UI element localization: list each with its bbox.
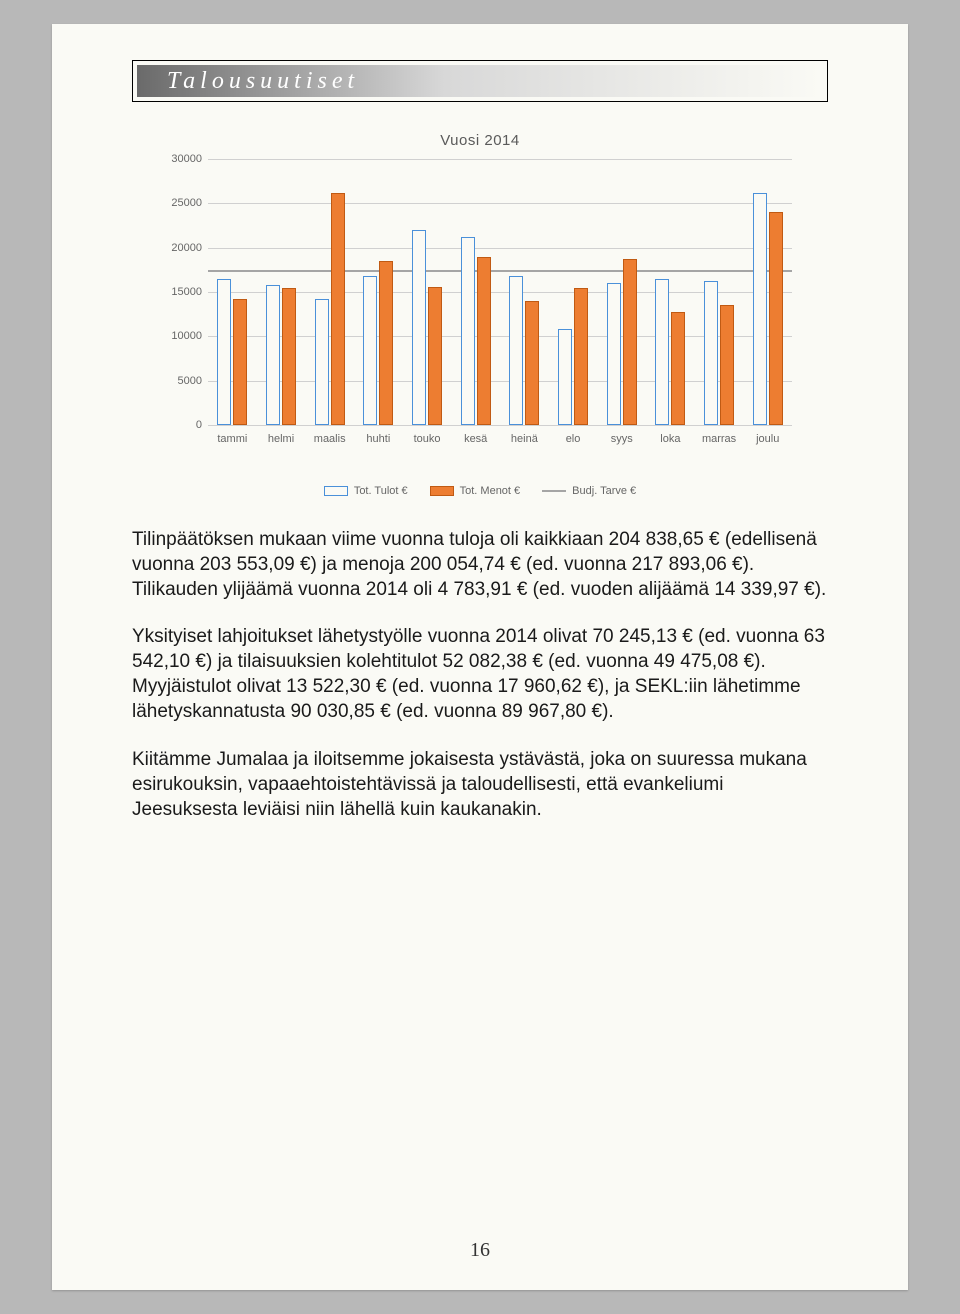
section-title: Talousuutiset (167, 68, 359, 95)
legend-label-budget: Budj. Tarve € (572, 485, 636, 497)
chart-x-tick-label: loka (646, 433, 695, 445)
legend-swatch-tulot (324, 486, 348, 496)
legend-swatch-menot (430, 486, 454, 496)
chart-bar-menot (525, 301, 539, 425)
chart-y-tick-label: 25000 (164, 197, 202, 209)
chart-title: Vuosi 2014 (160, 132, 800, 149)
chart-bar-menot (720, 305, 734, 425)
chart-bar-group: tammi (208, 159, 257, 425)
chart-bar-group: joulu (743, 159, 792, 425)
chart-bar-menot (574, 288, 588, 425)
chart-y-tick-label: 10000 (164, 330, 202, 342)
section-header-gradient: Talousuutiset (137, 65, 821, 97)
chart-x-tick-label: huhti (354, 433, 403, 445)
chart-legend: Tot. Tulot € Tot. Menot € Budj. Tarve € (160, 485, 800, 497)
chart-x-tick-label: marras (695, 433, 744, 445)
page-number: 16 (52, 1239, 908, 1262)
chart-x-tick-label: touko (403, 433, 452, 445)
chart-container: Vuosi 2014 0 5000 10000 15000 20000 25000 3000… (160, 132, 800, 497)
chart-bar-menot (671, 312, 685, 425)
chart-bar-tulot (412, 230, 426, 425)
chart-canvas: 0 5000 10000 15000 20000 25000 30000 tammihelmi… (160, 155, 800, 465)
chart-bar-menot (331, 193, 345, 425)
chart-bar-tulot (509, 276, 523, 425)
chart-bar-group: helmi (257, 159, 306, 425)
chart-bar-tulot (461, 237, 475, 425)
chart-y-tick-label: 15000 (164, 286, 202, 298)
chart-x-tick-label: heinä (500, 433, 549, 445)
chart-bars: tammihelmimaalishuhtitoukokesäheinäelosy… (208, 159, 792, 425)
chart-bar-group: touko (403, 159, 452, 425)
legend-item-menot: Tot. Menot € (430, 485, 521, 497)
chart-x-tick-label: tammi (208, 433, 257, 445)
legend-label-tulot: Tot. Tulot € (354, 485, 408, 497)
legend-item-tulot: Tot. Tulot € (324, 485, 408, 497)
chart-bar-menot (477, 257, 491, 425)
chart-bar-group: loka (646, 159, 695, 425)
chart-x-tick-label: helmi (257, 433, 306, 445)
chart-x-tick-label: syys (597, 433, 646, 445)
chart-y-tick-label: 20000 (164, 242, 202, 254)
paragraph-1: Tilinpäätöksen mukaan viime vuonna tuloj… (132, 527, 828, 602)
section-header-box: Talousuutiset (132, 60, 828, 102)
chart-bar-tulot (217, 279, 231, 425)
chart-x-tick-label: joulu (743, 433, 792, 445)
chart-bar-menot (282, 288, 296, 425)
chart-bar-tulot (753, 193, 767, 425)
chart-x-tick-label: elo (549, 433, 598, 445)
legend-label-menot: Tot. Menot € (460, 485, 521, 497)
chart-bar-tulot (704, 281, 718, 425)
legend-item-budget: Budj. Tarve € (542, 485, 636, 497)
legend-swatch-budget (542, 490, 566, 492)
chart-bar-menot (379, 261, 393, 425)
chart-gridline (208, 425, 792, 426)
chart-bar-group: heinä (500, 159, 549, 425)
chart-y-tick-label: 5000 (164, 375, 202, 387)
chart-bar-menot (428, 287, 442, 425)
chart-bar-group: maalis (305, 159, 354, 425)
chart-bar-group: elo (549, 159, 598, 425)
chart-bar-menot (769, 212, 783, 425)
chart-bar-tulot (315, 299, 329, 425)
chart-bar-group: syys (597, 159, 646, 425)
chart-plot-area: 050001000015000200002500030000tammihelmi… (208, 159, 792, 425)
chart-bar-menot (233, 299, 247, 425)
chart-bar-group: huhti (354, 159, 403, 425)
paragraph-2: Yksityiset lahjoitukset lähetystyölle vu… (132, 624, 828, 724)
chart-x-tick-label: maalis (305, 433, 354, 445)
chart-bar-tulot (655, 279, 669, 425)
document-page: Talousuutiset Vuosi 2014 0 5000 10000 15000… (52, 24, 908, 1290)
body-text: Tilinpäätöksen mukaan viime vuonna tuloj… (132, 527, 828, 822)
chart-bar-tulot (266, 285, 280, 425)
chart-bar-menot (623, 259, 637, 425)
chart-y-tick-label: 0 (164, 419, 202, 431)
chart-y-tick-label: 30000 (164, 153, 202, 165)
chart-bar-tulot (558, 329, 572, 425)
chart-x-tick-label: kesä (451, 433, 500, 445)
chart-bar-tulot (363, 276, 377, 425)
paragraph-3: Kiitämme Jumalaa ja iloitsemme jokaisest… (132, 747, 828, 822)
chart-bar-group: marras (695, 159, 744, 425)
chart-bar-tulot (607, 283, 621, 425)
chart-bar-group: kesä (451, 159, 500, 425)
